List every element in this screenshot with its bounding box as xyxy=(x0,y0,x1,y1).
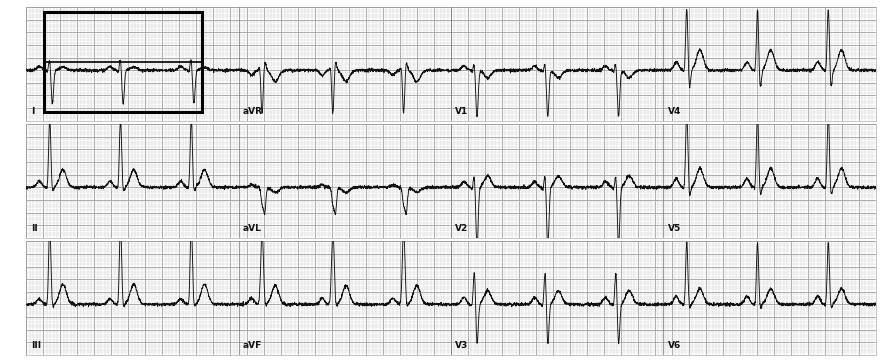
Text: aVF: aVF xyxy=(243,341,262,350)
Text: I: I xyxy=(31,107,34,115)
Text: V3: V3 xyxy=(455,341,468,350)
Text: II: II xyxy=(31,224,37,233)
Text: aVL: aVL xyxy=(243,224,262,233)
Text: V4: V4 xyxy=(668,107,681,115)
Text: V1: V1 xyxy=(455,107,468,115)
Text: V5: V5 xyxy=(668,224,681,233)
Text: aVR: aVR xyxy=(243,107,263,115)
Text: V2: V2 xyxy=(455,224,468,233)
Text: V6: V6 xyxy=(668,341,681,350)
Text: III: III xyxy=(31,341,40,350)
